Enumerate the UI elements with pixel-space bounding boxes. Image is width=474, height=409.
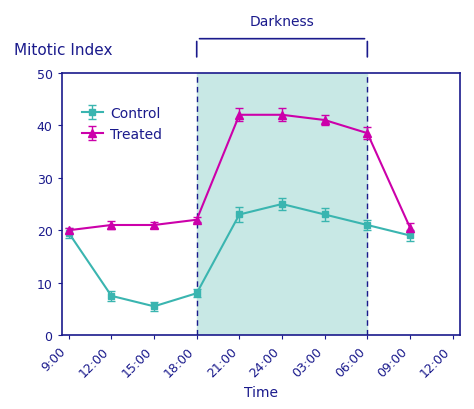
Bar — [197, 74, 367, 335]
X-axis label: Time: Time — [244, 384, 278, 398]
Legend: Control, Treated: Control, Treated — [76, 101, 167, 147]
Text: Darkness: Darkness — [250, 15, 314, 29]
Text: Mitotic Index: Mitotic Index — [14, 43, 112, 58]
